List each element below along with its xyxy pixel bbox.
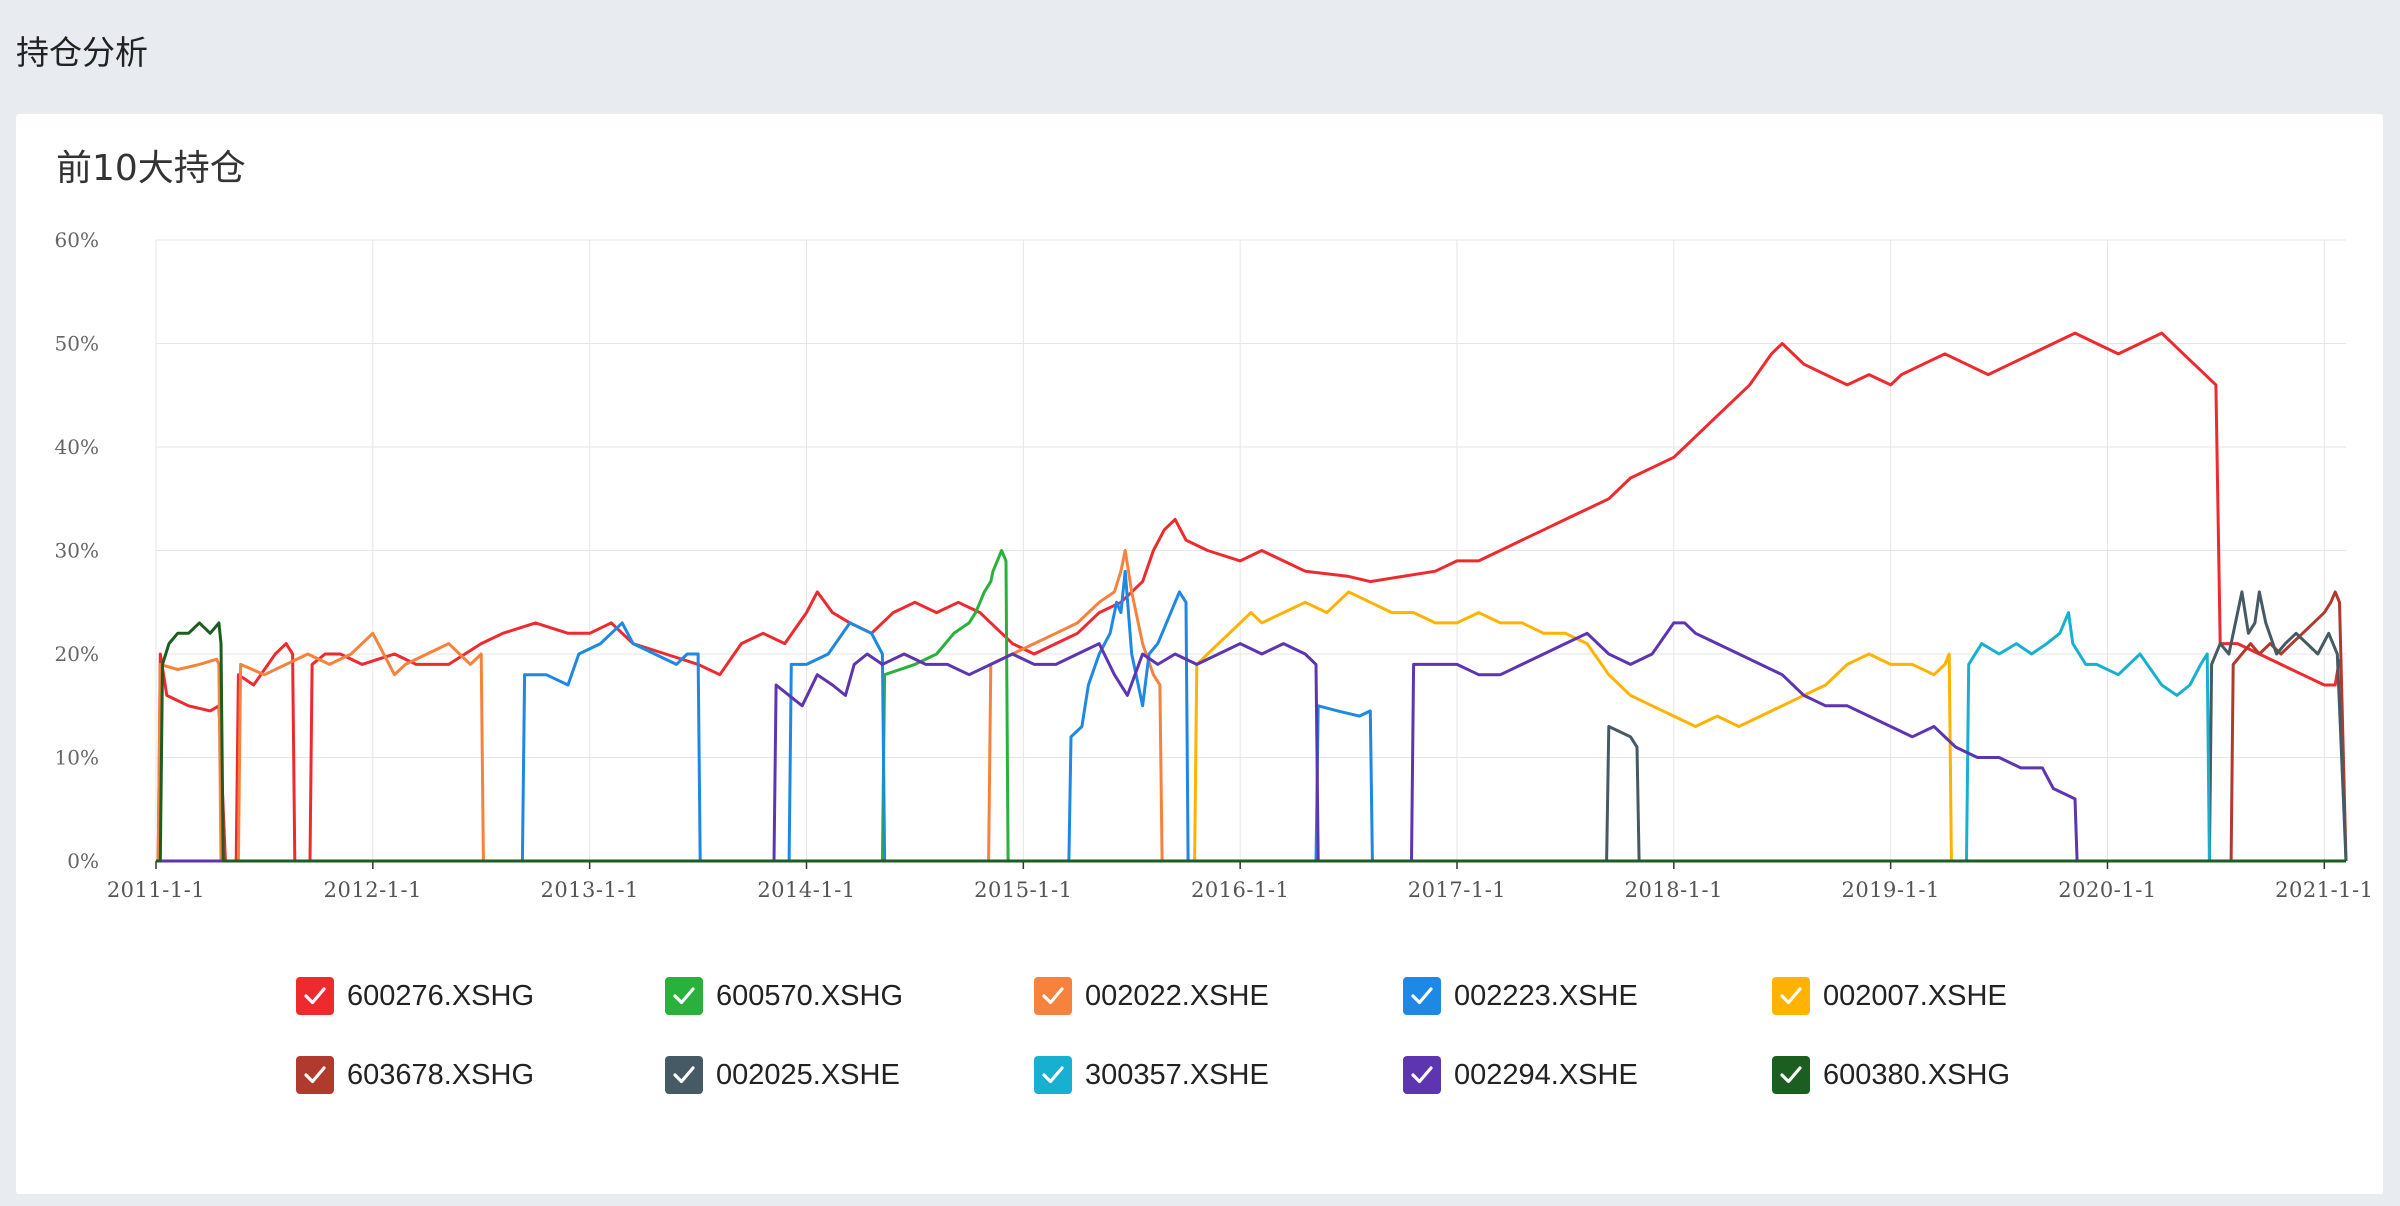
legend-label: 002025.XSHE (716, 1058, 900, 1091)
legend-label: 002294.XSHE (1454, 1058, 1638, 1091)
checkmark-icon (673, 1066, 695, 1084)
legend-checkbox[interactable] (1034, 977, 1072, 1015)
legend-label: 002022.XSHE (1085, 979, 1269, 1012)
legend-checkbox[interactable] (296, 977, 334, 1015)
legend-checkbox[interactable] (296, 1056, 334, 1094)
legend-label: 600570.XSHG (716, 979, 904, 1012)
legend-checkbox[interactable] (1772, 1056, 1810, 1094)
x-tick-label: 2011-1-1 (107, 878, 205, 902)
series-line-300357.XSHE[interactable] (156, 611, 2346, 863)
y-tick-label: 40% (55, 435, 99, 459)
x-tick-label: 2016-1-1 (1191, 878, 1289, 902)
checkmark-icon (1411, 987, 1433, 1005)
legend-checkbox[interactable] (1403, 977, 1441, 1015)
chart-legend: 600276.XSHG 600570.XSHG 002022.XSHE 002223.… (16, 114, 2383, 1194)
legend-checkbox[interactable] (1034, 1056, 1072, 1094)
checkmark-icon (304, 1066, 326, 1084)
legend-label: 300357.XSHE (1085, 1058, 1269, 1091)
checkmark-icon (673, 987, 695, 1005)
series-line-002294.XSHE[interactable] (156, 621, 2346, 863)
y-tick-label: 0% (67, 849, 99, 873)
x-tick-label: 2021-1-1 (2275, 878, 2373, 902)
legend-checkbox[interactable] (1772, 977, 1810, 1015)
x-tick-label: 2019-1-1 (1841, 878, 1939, 902)
y-tick-label: 20% (55, 642, 99, 666)
series-line-002223.XSHE[interactable] (156, 569, 2346, 863)
legend-item-002007.XSHE[interactable]: 002007.XSHE (1772, 977, 2007, 1015)
legend-item-002294.XSHE[interactable]: 002294.XSHE (1403, 1056, 1638, 1094)
y-tick-label: 30% (55, 539, 99, 563)
x-tick-label: 2017-1-1 (1408, 878, 1506, 902)
checkmark-icon (1780, 987, 1802, 1005)
legend-label: 600380.XSHG (1823, 1058, 2011, 1091)
x-tick-label: 2018-1-1 (1625, 878, 1723, 902)
checkmark-icon (1411, 1066, 1433, 1084)
chart-card: 前10大持仓 0% 10% 20% 30% 40% 50% 60% 2011-1-1 2012-… (16, 114, 2383, 1194)
series-line-603678.XSHG[interactable] (156, 590, 2348, 863)
checkmark-icon (304, 987, 326, 1005)
x-tick-label: 2015-1-1 (974, 878, 1072, 902)
y-tick-label: 60% (55, 228, 99, 252)
grid (155, 239, 2346, 869)
series-line-002025.XSHE[interactable] (156, 590, 2348, 863)
series-line-600570.XSHG[interactable] (156, 549, 2346, 863)
checkmark-icon (1042, 987, 1064, 1005)
series-line-002007.XSHE[interactable] (156, 590, 2346, 863)
legend-label: 002223.XSHE (1454, 979, 1638, 1012)
legend-item-002223.XSHE[interactable]: 002223.XSHE (1403, 977, 1638, 1015)
legend-item-002022.XSHE[interactable]: 002022.XSHE (1034, 977, 1269, 1015)
line-chart[interactable]: 0% 10% 20% 30% 40% 50% 60% 2011-1-1 2012-1-1 2013… (16, 114, 2383, 1054)
chart-title: 前10大持仓 (56, 148, 246, 189)
legend-checkbox[interactable] (665, 1056, 703, 1094)
page-title: 持仓分析 (16, 33, 148, 72)
series-line-600276.XSHG[interactable] (156, 331, 2341, 863)
series-line-600380.XSHG[interactable] (156, 621, 2346, 863)
legend-checkbox[interactable] (665, 977, 703, 1015)
series-line-002022.XSHE[interactable] (156, 549, 2346, 863)
legend-label: 002007.XSHE (1823, 979, 2007, 1012)
y-tick-label: 50% (55, 332, 99, 356)
checkmark-icon (1780, 1066, 1802, 1084)
checkmark-icon (1042, 1066, 1064, 1084)
legend-item-600380.XSHG[interactable]: 600380.XSHG (1772, 1056, 2010, 1094)
x-tick-label: 2012-1-1 (324, 878, 422, 902)
legend-item-300357.XSHE[interactable]: 300357.XSHE (1034, 1056, 1269, 1094)
legend-item-002025.XSHE[interactable]: 002025.XSHE (665, 1056, 900, 1094)
legend-checkbox[interactable] (1403, 1056, 1441, 1094)
x-tick-label: 2014-1-1 (757, 878, 855, 902)
legend-item-600570.XSHG[interactable]: 600570.XSHG (665, 977, 903, 1015)
legend-label: 600276.XSHG (347, 979, 535, 1012)
legend-item-603678.XSHG[interactable]: 603678.XSHG (296, 1056, 534, 1094)
y-tick-label: 10% (55, 746, 99, 770)
legend-label: 603678.XSHG (347, 1058, 535, 1091)
x-tick-label: 2020-1-1 (2058, 878, 2156, 902)
legend-item-600276.XSHG[interactable]: 600276.XSHG (296, 977, 534, 1015)
x-tick-label: 2013-1-1 (540, 878, 638, 902)
